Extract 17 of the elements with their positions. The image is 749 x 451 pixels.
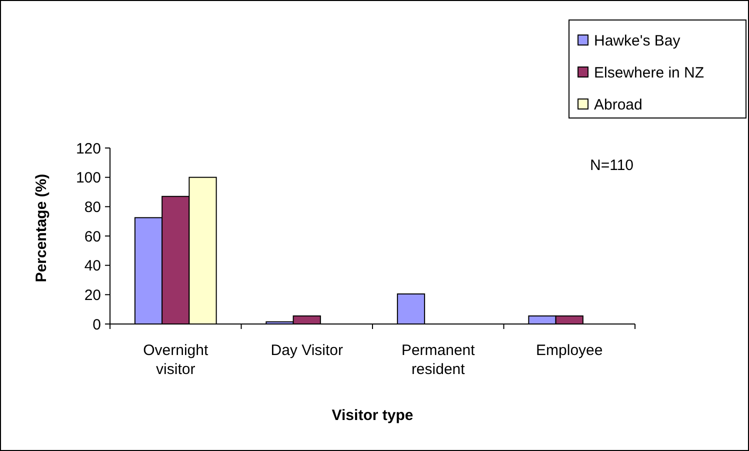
x-tick-label: Overnight visitor	[143, 342, 209, 378]
y-tick-label: 120	[76, 140, 101, 158]
x-tick-label: Day Visitor	[270, 342, 343, 359]
x-tick-label: Permanent resident	[401, 342, 476, 378]
y-tick-label: 100	[76, 170, 101, 187]
y-tick-label: 60	[84, 228, 101, 246]
x-axis-title: Visitor type	[332, 407, 414, 424]
y-tick-label: 20	[84, 286, 101, 304]
legend-label: Abroad	[594, 96, 642, 114]
y-axis-title: Percentage (%)	[33, 174, 50, 282]
legend-label: Elsewhere in NZ	[594, 64, 704, 82]
x-tick-label: Employee	[536, 342, 603, 359]
y-tick-label: 0	[92, 316, 101, 334]
legend-label: Hawke's Bay	[594, 32, 681, 50]
annotation: N=110	[590, 157, 634, 174]
y-tick-label: 40	[84, 258, 101, 275]
y-tick-label: 80	[84, 198, 101, 216]
